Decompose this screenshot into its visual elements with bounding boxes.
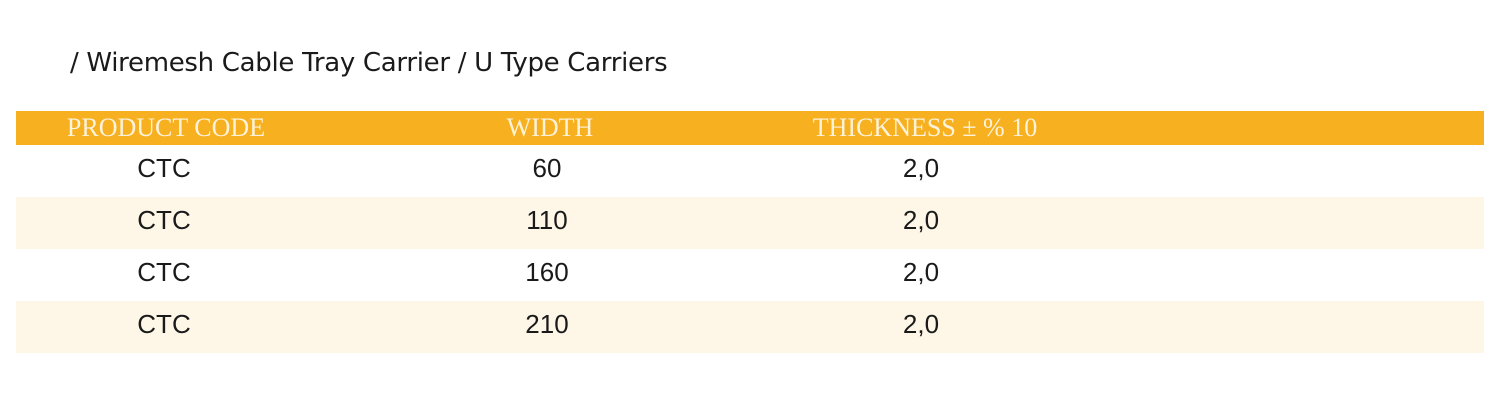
table-cell: CTC [137,205,191,235]
header-row: PRODUCT CODE WIDTH THICKNESS ± % 10 [16,111,1484,145]
page-title: / Wiremesh Cable Tray Carrier / U Type C… [70,48,668,78]
table-cell: 210 [525,309,569,339]
table-cell: CTC [137,309,191,339]
table-cell: 60 [532,153,562,183]
table-row: CTC 210 2,0 [16,301,1484,353]
spec-table: PRODUCT CODE WIDTH THICKNESS ± % 10 CTC 60 2,… [16,111,1484,353]
header-cell: PRODUCT CODE [66,113,266,142]
table-cell: 160 [525,257,569,287]
header-cell: WIDTH [506,113,594,142]
table-cell: 2,0 [902,309,940,339]
table-row: CTC 160 2,0 [16,249,1484,301]
table-cell: 2,0 [902,257,940,287]
table-cell: 2,0 [902,153,940,183]
table-cell: 110 [526,205,568,235]
table-row: CTC 60 2,0 [16,145,1484,197]
table-cell: CTC [137,153,191,183]
table-cell: CTC [137,257,191,287]
header-cell: THICKNESS ± % 10 [812,113,1038,142]
table-row: CTC 110 2,0 [16,197,1484,249]
table-cell: 2,0 [902,205,940,235]
